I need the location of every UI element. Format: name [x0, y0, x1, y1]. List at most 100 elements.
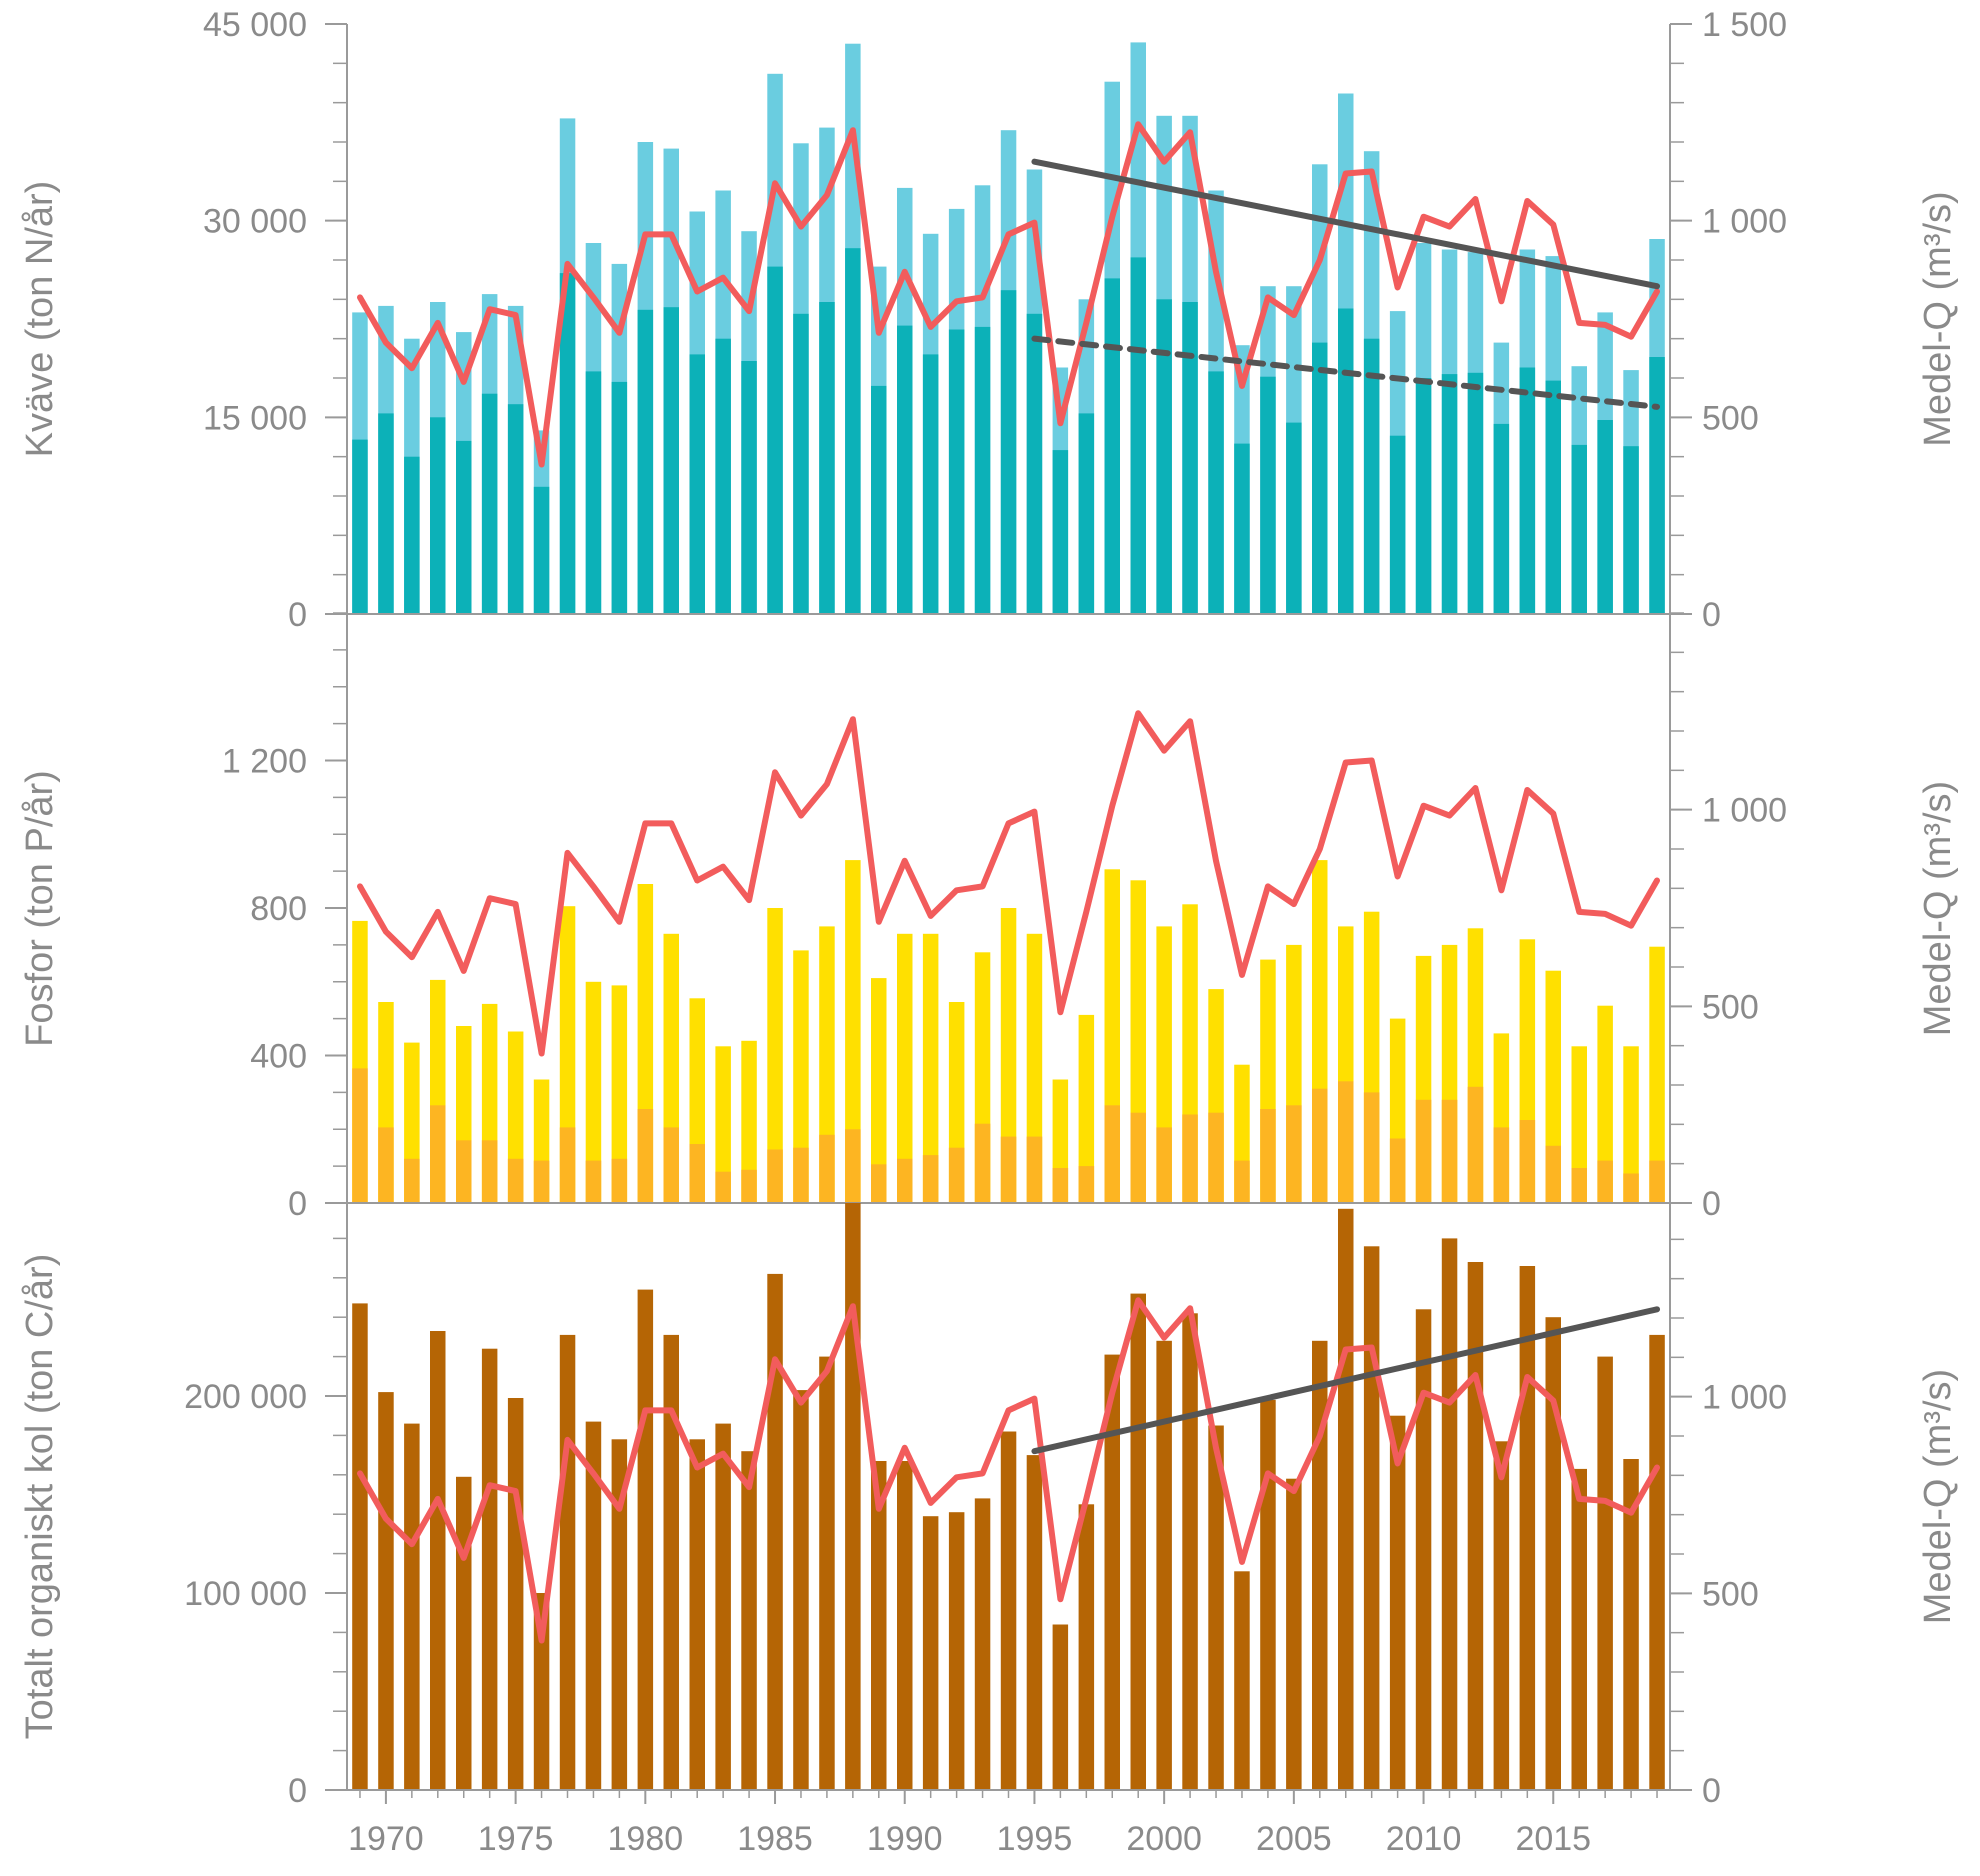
bar	[507, 404, 524, 614]
bar	[456, 1476, 472, 1790]
bar	[974, 326, 991, 614]
bar	[741, 361, 757, 614]
bar	[456, 440, 472, 614]
bar	[1000, 908, 1017, 1203]
bar	[793, 313, 809, 614]
bar	[1260, 1399, 1276, 1790]
bar	[871, 385, 887, 614]
bar	[352, 439, 368, 614]
left-tick-label: 800	[250, 890, 307, 928]
left-tick-label: 1 200	[222, 743, 307, 781]
bar	[1260, 1109, 1276, 1203]
bar	[1649, 357, 1665, 614]
bar	[1000, 1431, 1017, 1790]
bar	[1415, 378, 1432, 614]
bar	[1130, 1293, 1146, 1790]
bar	[845, 248, 861, 614]
bar	[481, 1140, 498, 1203]
bar	[689, 1144, 705, 1203]
bar	[715, 1171, 731, 1203]
panel-nitrogen: 0 15 000 30 000 45 000 0 500 1 000 1 500 Kväve (…	[19, 6, 1959, 634]
bar	[1467, 372, 1484, 614]
bar	[819, 1134, 835, 1203]
bar	[974, 1498, 991, 1790]
bar	[352, 1303, 368, 1790]
bar	[1467, 1086, 1484, 1203]
bar	[611, 1158, 628, 1204]
bar	[845, 1202, 861, 1790]
bar	[1571, 1168, 1587, 1203]
bar	[1493, 1127, 1510, 1203]
x-tick-label: 2000	[1126, 1820, 1202, 1858]
right-tick-label: 500	[1702, 1575, 1759, 1613]
bar	[897, 1158, 913, 1204]
bar	[897, 325, 913, 614]
bar	[456, 1140, 472, 1203]
bar	[767, 908, 783, 1203]
right-tick-label: 500	[1702, 988, 1759, 1026]
bar	[1571, 444, 1587, 614]
bar	[1312, 1088, 1328, 1203]
right-tick-label: 500	[1702, 399, 1759, 437]
bar	[404, 1158, 420, 1204]
bar	[1649, 1160, 1665, 1203]
bar	[1000, 290, 1017, 614]
bar	[1338, 1081, 1354, 1203]
bar-series-bar-part	[352, 248, 1665, 614]
bar	[819, 302, 835, 614]
y2-axis-title: Medel-Q (m³/s)	[1917, 1369, 1959, 1624]
bar	[922, 933, 939, 1203]
bar	[559, 1334, 576, 1790]
panel-phosphorus: 0 400 800 1 200 0 500 1 000 Fosfor (ton P/år) Me…	[19, 612, 1959, 1223]
bar	[1286, 1105, 1302, 1203]
bar	[611, 1439, 628, 1790]
bar	[533, 1160, 550, 1203]
bar	[974, 1123, 991, 1203]
bar	[1078, 1504, 1095, 1790]
flow-line	[357, 121, 1660, 468]
bar	[1363, 1246, 1380, 1790]
bar	[793, 1390, 809, 1790]
bar	[1389, 1138, 1406, 1203]
bar	[897, 1461, 913, 1790]
bar	[1441, 374, 1458, 614]
right-tick-label: 0	[1702, 1185, 1721, 1223]
bar	[1571, 1468, 1587, 1790]
bar	[1104, 1354, 1120, 1790]
bar	[1623, 1173, 1639, 1203]
bar	[767, 1273, 783, 1790]
bar	[1156, 299, 1172, 614]
x-tick-label: 2010	[1386, 1820, 1462, 1858]
bar	[533, 1593, 550, 1790]
bar	[378, 1127, 394, 1203]
bar	[1078, 1166, 1095, 1203]
bar	[1545, 380, 1561, 614]
bar	[1078, 1014, 1095, 1203]
y2-axis-title: Medel-Q (m³/s)	[1917, 781, 1959, 1036]
bar	[1000, 1136, 1017, 1203]
bar	[1415, 1099, 1432, 1204]
right-tick-label: 0	[1702, 596, 1721, 634]
left-tick-label: 30 000	[203, 203, 307, 241]
bar	[1441, 1099, 1458, 1204]
bar	[585, 371, 602, 614]
x-tick-label: 1975	[478, 1820, 554, 1858]
bar	[1182, 1114, 1198, 1203]
bar	[1312, 1340, 1328, 1790]
bar	[1545, 1317, 1561, 1790]
bar	[948, 329, 965, 614]
trend-line-solid	[1031, 158, 1661, 290]
bar	[1571, 1046, 1587, 1203]
bar	[741, 1040, 757, 1204]
bar	[1104, 278, 1120, 614]
bar-series-bar-part	[352, 1068, 1665, 1204]
bar	[871, 978, 887, 1203]
right-tick-label: 1 000	[1702, 792, 1787, 830]
bar	[741, 1169, 757, 1203]
bar	[507, 1158, 524, 1204]
bar	[1519, 367, 1536, 614]
bar	[922, 1155, 939, 1203]
bar	[481, 1348, 498, 1790]
bar	[1467, 1262, 1484, 1790]
bar	[741, 1451, 757, 1790]
